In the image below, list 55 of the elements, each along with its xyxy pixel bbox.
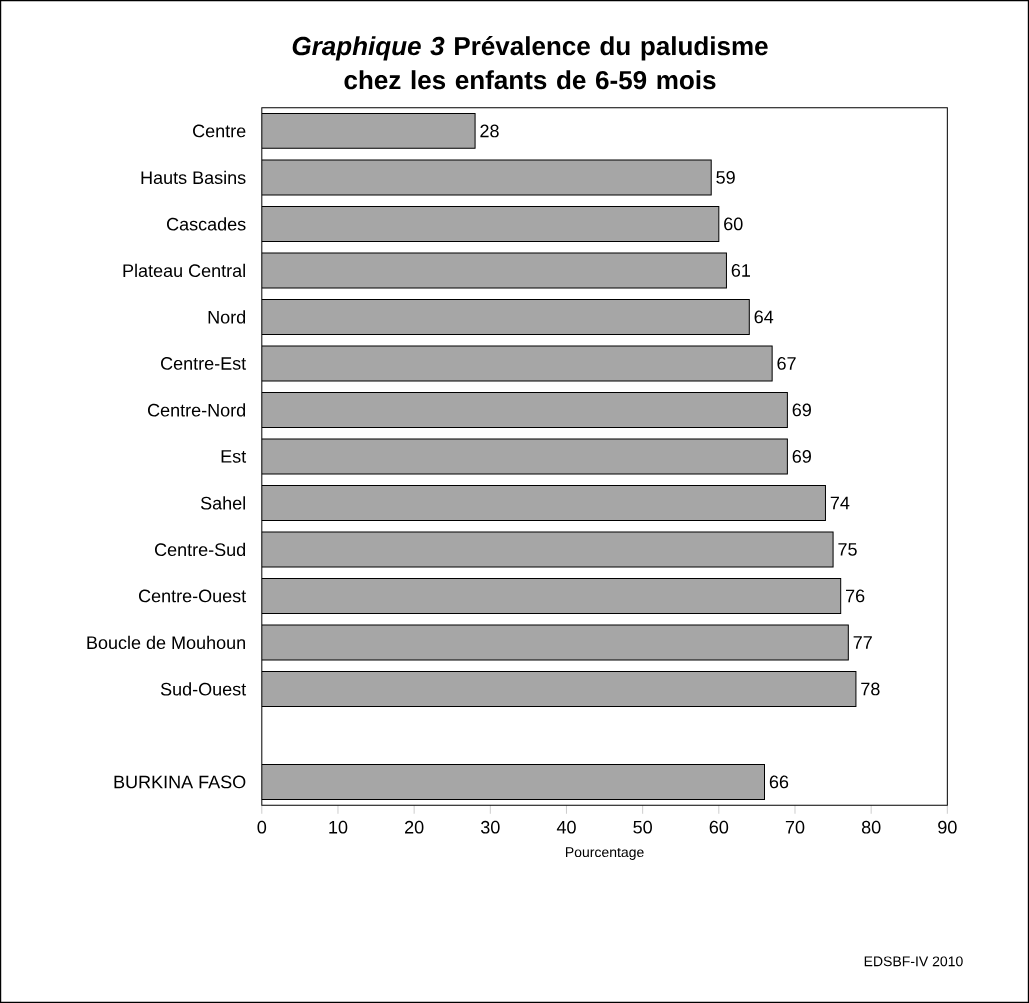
bar: [261, 578, 842, 614]
x-tick-label: 90: [938, 820, 957, 834]
data-label: 78: [861, 682, 880, 696]
x-tick-label: 10: [329, 820, 348, 834]
data-label: 74: [830, 496, 850, 510]
x-tick-label: 60: [709, 820, 729, 834]
y-tick-label: Centre-Est: [161, 357, 247, 370]
data-label: 59: [716, 171, 735, 184]
data-label: 67: [777, 357, 796, 370]
data-label: 69: [792, 403, 811, 417]
bar: [261, 299, 750, 335]
y-tick-label: BURKINA FASO: [114, 775, 246, 789]
y-tick-label: Nord: [208, 310, 246, 324]
y-tick-label: Est: [221, 450, 247, 463]
y-tick-label: Hauts Basins: [141, 170, 246, 185]
bar: [261, 764, 766, 800]
y-tick-label: Boucle de Mouhoun: [87, 635, 245, 650]
data-label: 28: [480, 124, 499, 138]
bar: [261, 531, 834, 568]
x-tick-label: 40: [556, 820, 576, 834]
chart-title: Graphique 3 Prévalence du paludisme chez les enfants de 6-59 mois: [292, 35, 768, 90]
x-axis-title: Pourcentage: [566, 847, 644, 860]
y-tick-label: Sud-Ouest: [160, 682, 247, 696]
y-tick-label: Cascades: [167, 217, 246, 231]
bar: [261, 392, 788, 428]
bar: [261, 438, 788, 475]
x-tick-label: 80: [861, 820, 881, 834]
data-label: 69: [792, 450, 811, 463]
y-tick-label: Sahel: [200, 496, 245, 510]
y-tick-label: Centre: [193, 124, 246, 138]
text: EDSBF-IV 2010: [864, 956, 963, 967]
data-label: 76: [846, 589, 865, 603]
x-tick-label: 50: [633, 820, 652, 834]
bar: [261, 485, 826, 521]
bar: [261, 206, 720, 242]
data-label: 75: [838, 543, 857, 556]
bar: [261, 624, 849, 661]
bar: [261, 252, 727, 289]
data-label: 64: [754, 310, 774, 324]
bar: [261, 159, 712, 196]
y-tick-label: Plateau Central: [123, 263, 245, 278]
x-tick-label: 30: [480, 820, 500, 834]
data-label: 77: [853, 636, 872, 649]
y-tick-label: Centre-Ouest: [138, 589, 247, 603]
data-label: 61: [731, 264, 750, 277]
data-label: 60: [724, 217, 743, 231]
x-tick-label: 20: [405, 820, 424, 834]
x-tick-label: 0: [257, 820, 267, 834]
bar: [261, 671, 857, 707]
data-label: 66: [769, 775, 789, 789]
x-tick-label: 70: [785, 820, 805, 834]
bar: [261, 345, 773, 382]
bar: [261, 113, 476, 149]
y-tick-label: Centre-Sud: [154, 542, 246, 557]
y-tick-label: Centre-Nord: [147, 403, 246, 417]
